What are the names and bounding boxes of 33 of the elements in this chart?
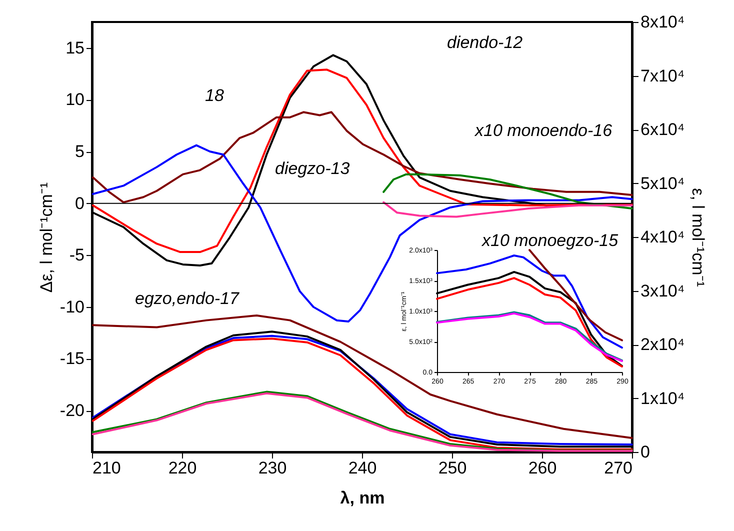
x-tick-label: 260	[528, 458, 557, 478]
x-tick-label: 270	[604, 458, 632, 478]
x-tick-label: 250	[438, 458, 467, 478]
y-tick-label: -15	[60, 349, 84, 368]
y-tick-label: 5	[75, 142, 84, 162]
y-axis-title: Δε, l mol⁻¹cm⁻¹	[36, 182, 56, 293]
y2-tick-label: 2x10⁴	[640, 335, 685, 354]
annotation: diegzo-13	[275, 159, 350, 178]
y2-tick-label: 5x10⁴	[640, 174, 685, 193]
y2-tick-label: 0	[640, 442, 650, 462]
annotation: x10 monoegzo-15	[481, 231, 619, 250]
y-tick-label: 0	[75, 194, 84, 213]
x-tick-label: 210	[92, 458, 121, 478]
y2-tick-label: 7x10⁴	[640, 66, 685, 86]
x-tick-label: 240	[348, 458, 377, 478]
annotation: x10 monoendo-16	[474, 121, 613, 140]
y2-tick-label: 3x10⁴	[640, 281, 685, 300]
y-tick-label: -20	[60, 401, 84, 420]
y-tick-label: 10	[66, 90, 84, 110]
y-tick-label: 15	[66, 38, 84, 58]
x-axis-title: λ, nm	[340, 488, 385, 508]
annotation: egzo,endo-17	[135, 289, 240, 308]
y2-tick-label: 6x10⁴	[640, 120, 685, 139]
x-tick-label: 220	[168, 458, 197, 478]
y-tick-label: -10	[60, 297, 84, 316]
annotation: diendo-12	[447, 33, 524, 52]
y2-tick-label: 8x10⁴	[640, 12, 685, 32]
x-tick-label: 230	[258, 458, 287, 478]
y2-axis-title: ε, l mol⁻¹cm⁻¹	[688, 188, 708, 288]
annotation: 18	[205, 86, 224, 105]
y-tick-label: -5	[69, 246, 84, 265]
y2-tick-label: 1x10⁴	[640, 388, 685, 408]
y2-tick-label: 4x10⁴	[640, 228, 685, 246]
